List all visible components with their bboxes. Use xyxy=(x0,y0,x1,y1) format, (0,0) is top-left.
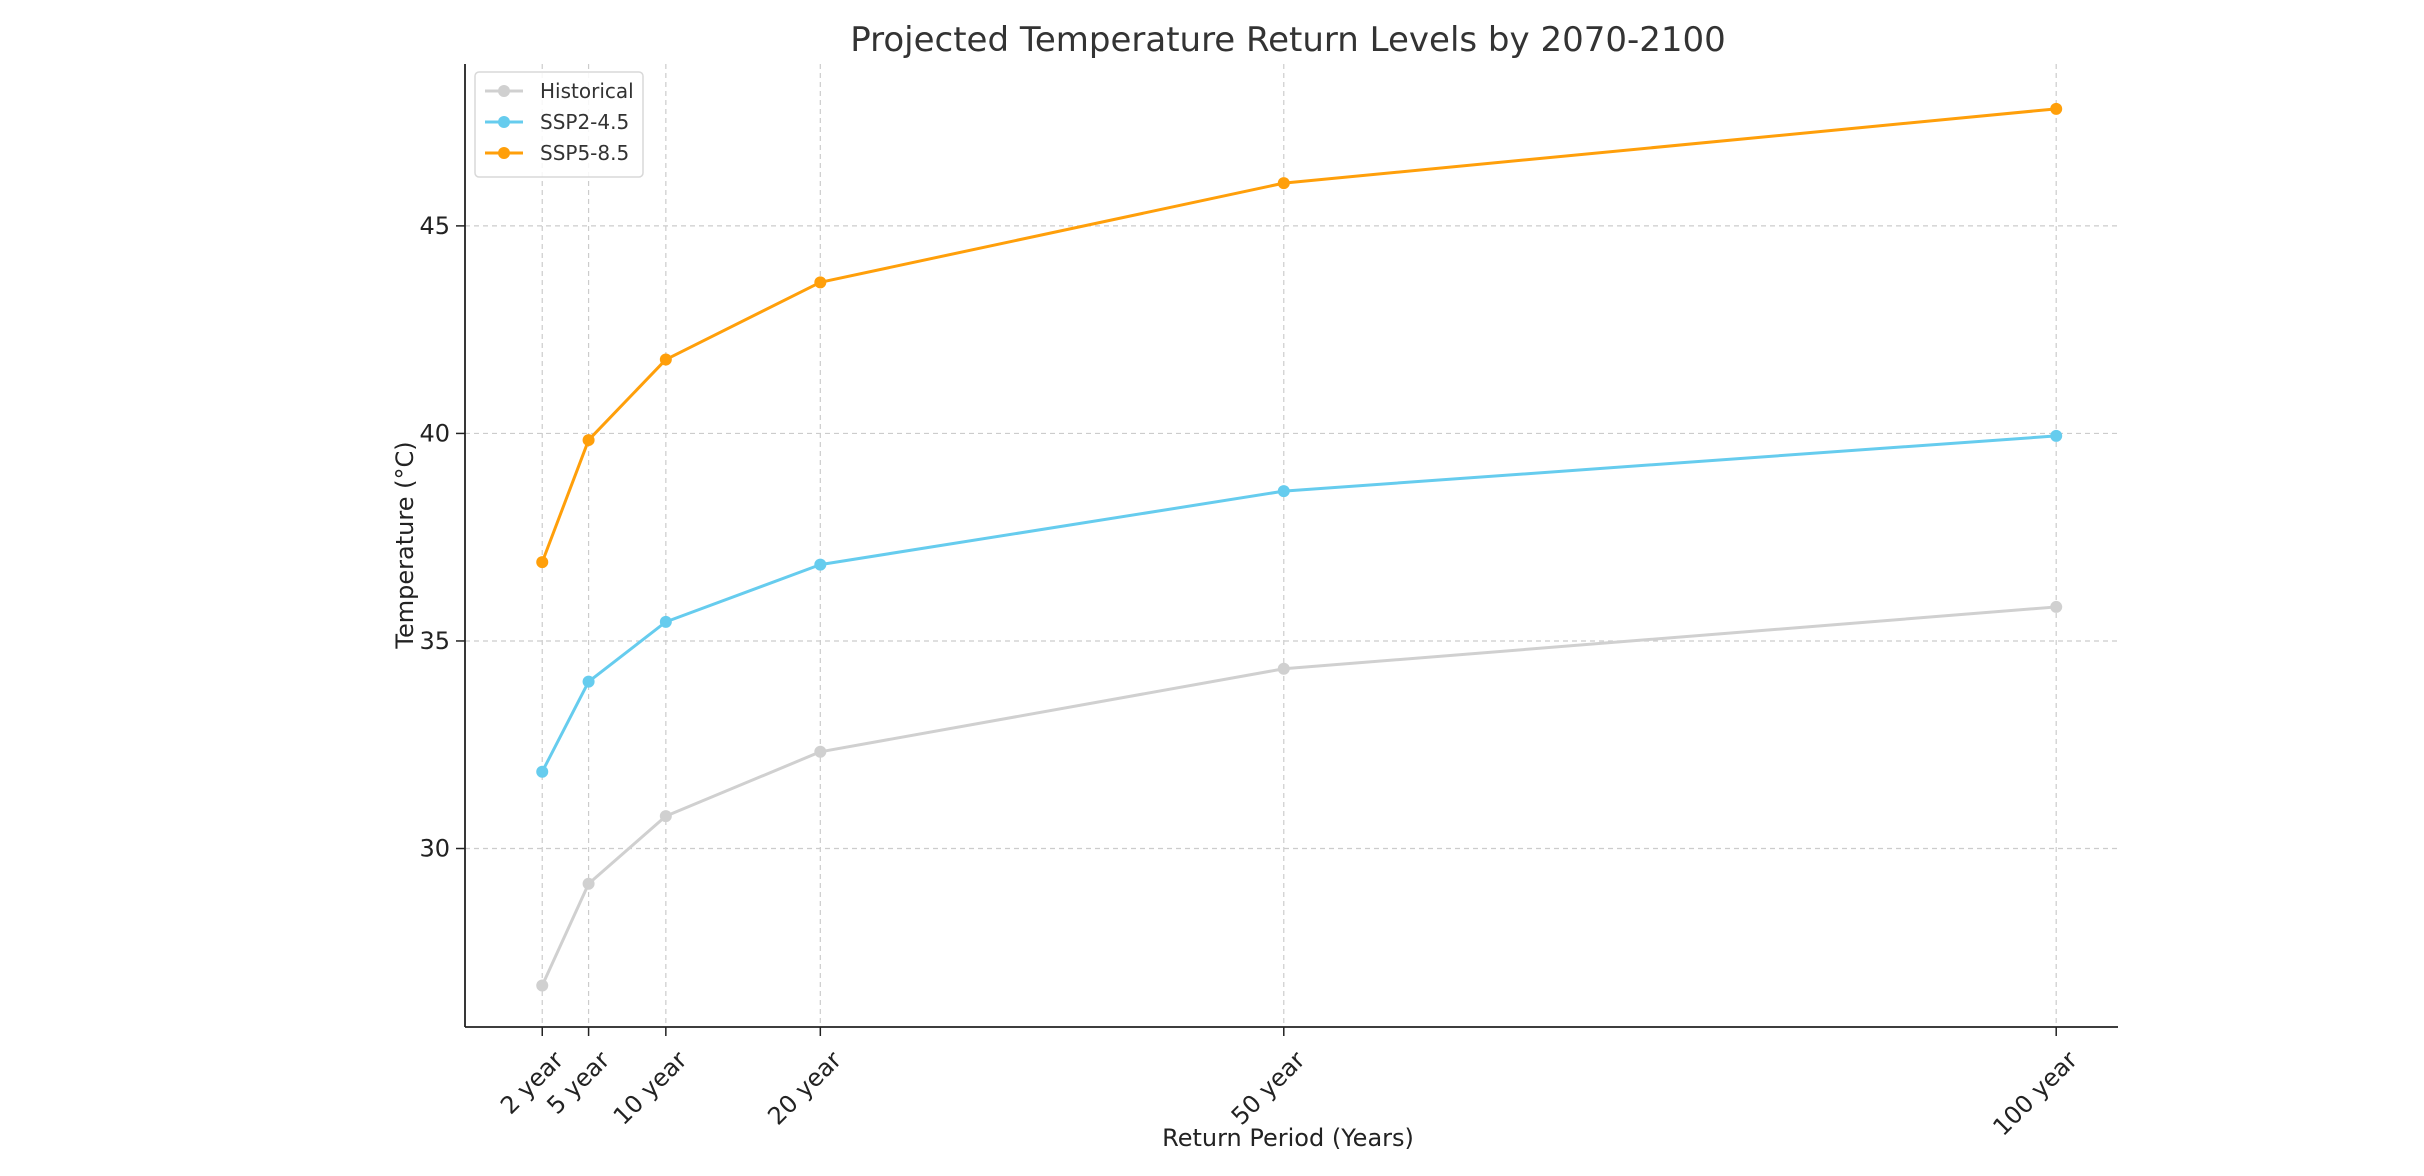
data-point xyxy=(1277,662,1290,675)
y-axis-label: Temperature (°C) xyxy=(391,441,419,649)
data-point xyxy=(582,877,595,890)
series-layer xyxy=(536,102,2063,992)
x-axis-label: Return Period (Years) xyxy=(1162,1124,1414,1152)
legend-marker xyxy=(498,147,510,159)
data-point xyxy=(814,745,827,758)
axes xyxy=(464,64,2118,1028)
y-tick-label: 30 xyxy=(419,835,450,863)
data-point xyxy=(536,765,549,778)
data-point xyxy=(536,556,549,569)
data-point xyxy=(582,675,595,688)
x-tick-label: 100 year xyxy=(1987,1046,2083,1142)
data-point xyxy=(2050,429,2063,442)
legend-item: Historical xyxy=(485,79,634,103)
series-ssp5-8-5 xyxy=(536,102,2063,569)
data-point xyxy=(1277,485,1290,498)
x-tick-label: 20 year xyxy=(762,1046,847,1131)
data-point xyxy=(536,979,549,992)
data-point xyxy=(2050,102,2063,115)
data-point xyxy=(659,353,672,366)
data-point xyxy=(814,558,827,571)
data-point xyxy=(582,434,595,447)
legend-item: SSP2-4.5 xyxy=(485,110,629,134)
series-line xyxy=(540,107,2057,563)
data-point xyxy=(659,810,672,823)
legend-marker xyxy=(498,116,510,128)
legend-box xyxy=(474,71,644,178)
series-line xyxy=(540,434,2057,773)
y-tick-label: 40 xyxy=(419,419,450,447)
data-point xyxy=(1277,177,1290,190)
data-point xyxy=(659,615,672,628)
y-tick-label: 35 xyxy=(419,627,450,655)
gridlines xyxy=(465,64,2118,1027)
chart-title: Projected Temperature Return Levels by 2… xyxy=(850,20,1726,60)
legend-label: SSP2-4.5 xyxy=(540,110,629,134)
data-point xyxy=(2050,600,2063,613)
y-tick-label: 45 xyxy=(419,212,450,240)
x-tick-label: 10 year xyxy=(608,1046,693,1131)
legend-item: SSP5-8.5 xyxy=(485,141,629,165)
legend-label: SSP5-8.5 xyxy=(540,141,629,165)
series-line xyxy=(540,605,2057,987)
legend-marker xyxy=(498,85,510,97)
data-point xyxy=(814,276,827,289)
legend: Historical SSP2-4.5 SSP5-8.5 xyxy=(474,71,644,178)
x-tick-label: 50 year xyxy=(1226,1046,1311,1131)
legend-label: Historical xyxy=(540,79,634,103)
series-ssp2-4-5 xyxy=(536,429,2063,778)
series-historical xyxy=(536,600,2063,992)
